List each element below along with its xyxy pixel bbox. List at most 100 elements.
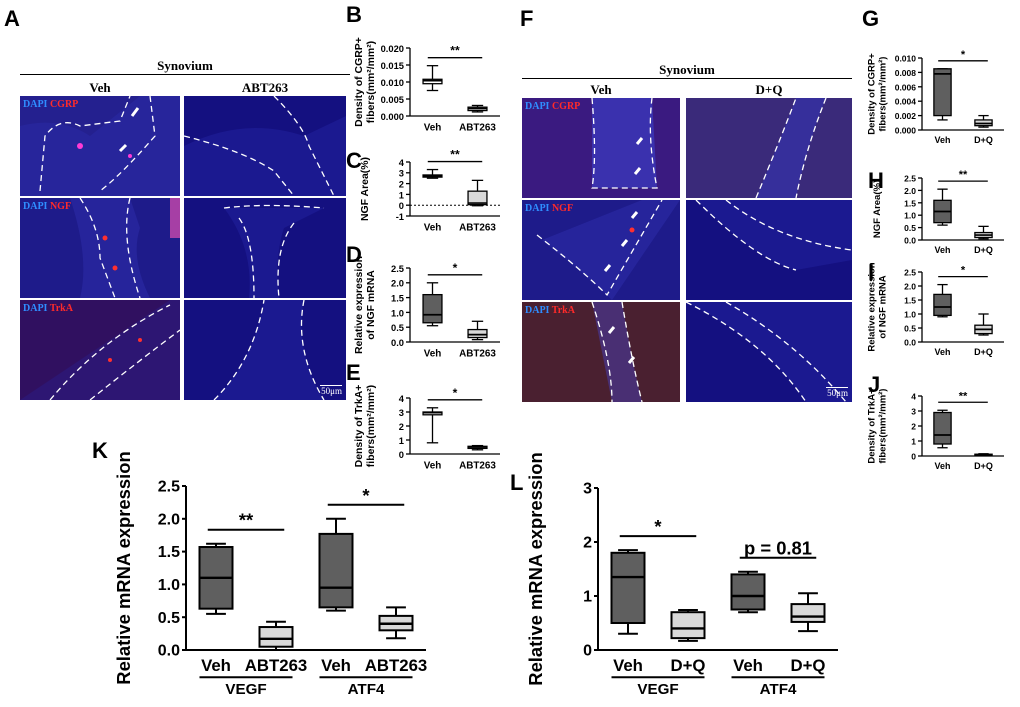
chart-c-sig-label: ** — [450, 148, 460, 162]
chart-b-ytick-label: 0.000 — [381, 112, 404, 122]
micro-a-veh-ngf-image — [20, 198, 180, 298]
micro-a-veh-trka: DAPI TrkA — [20, 300, 180, 400]
chart-k-ytick-label: 1.0 — [158, 577, 180, 594]
micro-a-abt263-cgrp-image — [184, 96, 346, 196]
chart-c-xtick-label: ABT263 — [459, 222, 496, 233]
chart-k-xtick-label: Veh — [201, 656, 231, 675]
chart-b-xtick-label: Veh — [424, 122, 442, 133]
chart-e-ylabel: Density of TrkA+ — [354, 385, 365, 468]
chart-l-ytick-label: 0 — [583, 643, 592, 660]
micro-a-abt263-ngf — [184, 198, 346, 298]
chart-j-ytick-label: 1 — [911, 437, 916, 447]
micro-f-trka-label: DAPI TrkA — [525, 305, 575, 316]
chart-b-ytick-label: 0.015 — [381, 61, 404, 71]
chart-i-ytick-label: 2.0 — [904, 282, 916, 292]
chart-h-ytick-label: 2.0 — [904, 186, 916, 196]
micro-f-cgrp-label: DAPI CGRP — [525, 101, 581, 112]
panel-letter-f: F — [520, 6, 534, 31]
chart-b-ytick-label: 0.005 — [381, 95, 404, 105]
chart-e-ytick-label: 0 — [399, 450, 404, 460]
panel-letter-a: A — [4, 6, 20, 31]
chart-h-ytick-label: 0.0 — [904, 236, 916, 246]
chart-c-ytick-label: 2 — [399, 179, 404, 189]
chart-i-ytick-label: 1.0 — [904, 310, 916, 320]
chart-l-sig-label: * — [654, 516, 662, 537]
panel-letter-i: I — [868, 260, 875, 285]
chart-b-ytick-label: 0.010 — [381, 78, 404, 88]
chart-l-ylabel: Relative mRNA expression — [525, 452, 546, 685]
chart-d-xtick-label: ABT263 — [459, 348, 496, 359]
micro-f-veh-trka: DAPI TrkA — [522, 302, 680, 402]
chart-l-xtick-label: Veh — [613, 656, 643, 675]
micro-f-dq-trka: 50μm — [686, 302, 852, 402]
chart-i-xtick-label: Veh — [934, 347, 950, 357]
chart-h-ylabel: NGF Area(%) — [872, 180, 883, 238]
micro-a-veh-trka-image — [20, 300, 180, 400]
micro-a-trka-label: DAPI TrkA — [23, 303, 73, 314]
chart-e-xtick-label: Veh — [424, 460, 442, 471]
chart-g-ylabel: fibers(mm²/mm²) — [878, 57, 889, 132]
chart-l-ytick-label: 2 — [583, 535, 592, 552]
chart-l-ytick-label: 3 — [583, 481, 592, 498]
header-rule-left — [20, 74, 350, 75]
chart-j-xtick-label: D+Q — [974, 461, 993, 471]
chart-b-ylabel: Density of CGRP+ — [354, 37, 365, 127]
chart-d-ytick-label: 0.5 — [391, 323, 404, 333]
scale-bar-right: 50μm — [826, 387, 848, 398]
chart-g-sig-label: * — [961, 49, 966, 61]
chart-e-sig-label: * — [453, 386, 458, 400]
chart-i-ytick-label: 0.0 — [904, 338, 916, 348]
chart-c-xtick-label: Veh — [424, 222, 442, 233]
chart-d-ytick-label: 0.0 — [391, 338, 404, 348]
chart-i-ylabel: Relative expression — [867, 262, 878, 351]
chart-h-xtick-label: D+Q — [974, 245, 993, 255]
chart-h-ytick-label: 0.5 — [904, 223, 916, 233]
chart-j-sig-label: ** — [959, 390, 968, 402]
panel-letter-k: K — [92, 438, 108, 463]
chart-d-xtick-label: Veh — [424, 348, 442, 359]
chart-g-ylabel: Density of CGRP+ — [867, 53, 878, 135]
chart-d-ylabel: Relative expression — [354, 256, 365, 354]
chart-e-ytick-label: 3 — [399, 408, 404, 418]
chart-i-sig-label: * — [961, 265, 966, 277]
micro-f-veh-cgrp-image — [522, 98, 680, 198]
micro-f-veh-trka-image — [522, 302, 680, 402]
chart-g-box — [933, 68, 952, 117]
micro-f-ngf-label: DAPI NGF — [525, 203, 574, 214]
scale-bar-left: 50μm — [320, 385, 342, 396]
chart-j-ytick-label: 3 — [911, 407, 916, 417]
chart-b-sig-label: ** — [450, 44, 460, 58]
chart-h-ytick-label: 1.0 — [904, 211, 916, 221]
chart-j-xtick-label: Veh — [934, 461, 950, 471]
chart-e-ytick-label: 4 — [399, 394, 405, 404]
column-header-abt263: ABT263 — [241, 80, 289, 95]
micro-a-veh-cgrp: DAPI CGRP — [20, 96, 180, 196]
chart-h-ytick-label: 1.5 — [904, 198, 916, 208]
chart-k-ytick-label: 1.5 — [158, 544, 180, 561]
chart-k-sig-label: * — [362, 485, 370, 506]
chart-c-ytick-label: 1 — [399, 190, 404, 200]
chart-d-box — [422, 293, 443, 324]
chart-e-ytick-label: 1 — [399, 436, 404, 446]
chart-h-sig-label: ** — [959, 169, 968, 181]
chart-b-ytick-label: 0.020 — [381, 44, 404, 54]
chart-d-ytick-label: 2.0 — [391, 279, 404, 289]
micro-a-abt263-ngf-image — [184, 198, 346, 298]
micro-f-veh-ngf-image — [522, 200, 680, 300]
chart-e-ylabel: fibers(mm²/mm²) — [366, 385, 377, 467]
column-header-dq: D+Q — [755, 82, 783, 97]
chart-l-xtick-label: D+Q — [791, 656, 826, 675]
chart-k-ytick-label: 2.0 — [158, 511, 180, 528]
chart-b-xtick-label: ABT263 — [459, 122, 496, 133]
chart-k-ytick-label: 0.5 — [158, 610, 180, 627]
chart-i-ylabel: of NGF mRNA — [878, 275, 889, 338]
chart-c-ylabel: NGF Area(%) — [360, 157, 371, 221]
chart-k-box — [318, 532, 354, 609]
chart-k-group-label: ATF4 — [348, 681, 385, 698]
micro-a-ngf-label: DAPI NGF — [23, 201, 72, 212]
